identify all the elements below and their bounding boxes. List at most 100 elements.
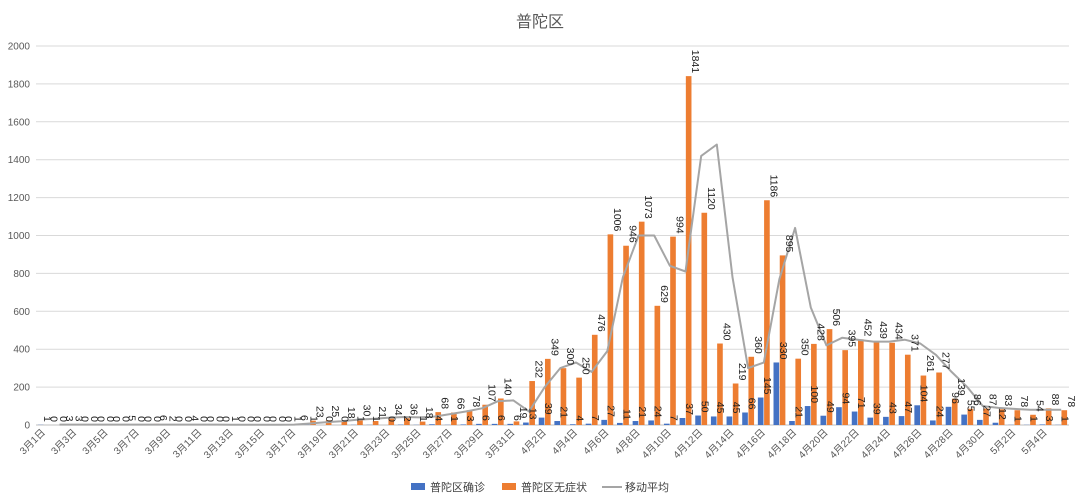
label-asymptomatic: 0 <box>204 416 216 422</box>
label-asymptomatic: 107 <box>486 384 498 402</box>
bar-confirmed <box>961 414 967 425</box>
y-tick-label: 200 <box>13 383 30 394</box>
label-asymptomatic: 452 <box>861 319 873 337</box>
bar-asymptomatic <box>544 358 551 425</box>
label-confirmed: 1 <box>292 416 304 422</box>
label-asymptomatic: 83 <box>1002 395 1014 407</box>
bar-confirmed <box>1039 424 1046 425</box>
label-asymptomatic: 430 <box>720 323 732 341</box>
bar-asymptomatic <box>920 375 927 425</box>
label-asymptomatic: 21 <box>376 406 388 418</box>
legend-swatch <box>411 483 425 490</box>
bar-asymptomatic <box>764 200 770 425</box>
label-confirmed: 1 <box>370 416 382 422</box>
x-tick-label: 4月20日 <box>796 427 830 461</box>
label-asymptomatic: 34 <box>392 404 404 416</box>
bar-asymptomatic <box>372 421 379 425</box>
y-tick-label: 1200 <box>8 193 31 204</box>
bar-confirmed <box>742 412 748 425</box>
label-asymptomatic: 19 <box>517 407 529 419</box>
label-confirmed: 104 <box>918 385 930 403</box>
label-confirmed: 0 <box>213 416 225 422</box>
bar-asymptomatic <box>904 354 911 425</box>
bar-confirmed <box>648 420 654 425</box>
bar-confirmed <box>789 421 795 425</box>
label-asymptomatic: 349 <box>548 338 560 356</box>
bar-confirmed <box>898 416 905 425</box>
label-confirmed: 0 <box>182 416 194 422</box>
label-confirmed: 24 <box>652 406 664 418</box>
label-asymptomatic: 261 <box>924 355 936 373</box>
bar-confirmed <box>726 416 733 425</box>
label-confirmed: 24 <box>933 406 945 418</box>
bar-asymptomatic <box>498 398 504 425</box>
label-confirmed: 43 <box>886 402 898 414</box>
label-confirmed: 39 <box>871 403 883 415</box>
label-confirmed: 0 <box>57 416 69 422</box>
x-tick-label: 4月28日 <box>921 427 955 461</box>
label-asymptomatic: 506 <box>830 309 842 327</box>
y-tick-label: 800 <box>13 269 30 280</box>
label-confirmed: 1 <box>41 416 53 422</box>
label-confirmed: 0 <box>119 416 131 422</box>
bar-asymptomatic <box>404 418 410 425</box>
label-asymptomatic: 0 <box>235 416 247 422</box>
label-asymptomatic: 1006 <box>611 208 623 232</box>
y-tick-label: 1000 <box>8 231 31 242</box>
label-asymptomatic: 54 <box>1033 400 1045 412</box>
label-asymptomatic: 23 <box>314 406 326 418</box>
data-labels: 1003300000050006200400001000000016123025… <box>41 50 1077 422</box>
bar-confirmed <box>804 406 811 425</box>
label-confirmed: 2 <box>401 416 413 422</box>
x-tick-label: 3月21日 <box>327 427 361 461</box>
label-confirmed: 3 <box>1043 416 1055 422</box>
bar-asymptomatic <box>936 372 942 425</box>
y-tick-label: 1800 <box>8 79 31 90</box>
label-confirmed: 0 <box>323 416 335 422</box>
bar-asymptomatic <box>889 342 895 425</box>
label-confirmed: 21 <box>636 406 648 418</box>
label-confirmed: 3 <box>464 416 476 422</box>
bar-asymptomatic <box>576 377 582 425</box>
label-asymptomatic: 6 <box>298 415 310 421</box>
label-asymptomatic: 1120 <box>705 187 717 210</box>
label-asymptomatic: 300 <box>564 348 576 366</box>
bar-confirmed <box>570 424 576 425</box>
bar-asymptomatic <box>842 350 848 425</box>
label-asymptomatic: 1841 <box>689 50 701 74</box>
bar-confirmed <box>523 422 529 425</box>
label-asymptomatic: 78 <box>470 396 482 408</box>
x-tick-label: 3月5日 <box>80 427 110 457</box>
label-asymptomatic: 476 <box>595 314 607 332</box>
label-confirmed: 49 <box>824 401 836 413</box>
label-asymptomatic: 4 <box>188 415 200 421</box>
x-tick-label: 3月15日 <box>233 427 267 461</box>
bar-asymptomatic <box>951 398 958 425</box>
label-asymptomatic: 895 <box>783 235 795 253</box>
label-asymptomatic: 371 <box>908 334 920 352</box>
bar-asymptomatic <box>529 381 535 425</box>
label-confirmed: 7 <box>589 415 601 421</box>
bar-asymptomatic <box>967 408 974 425</box>
label-confirmed: 1 <box>1027 416 1039 422</box>
x-tick-label: 4月26日 <box>890 427 924 461</box>
x-tick-label: 3月17日 <box>264 427 298 461</box>
bar-asymptomatic <box>1014 410 1021 425</box>
bar-asymptomatic <box>983 408 989 425</box>
bar-confirmed <box>616 422 623 425</box>
bar-confirmed <box>945 406 952 425</box>
bar-asymptomatic <box>591 334 598 425</box>
label-confirmed: 66 <box>746 398 758 410</box>
label-asymptomatic: 350 <box>799 338 811 356</box>
label-confirmed: 0 <box>339 416 351 422</box>
label-asymptomatic: 0 <box>94 416 106 422</box>
bar-confirmed <box>914 405 921 425</box>
bar-asymptomatic <box>654 305 661 425</box>
label-confirmed: 1 <box>354 416 366 422</box>
label-confirmed: 1 <box>229 416 241 422</box>
label-asymptomatic: 86 <box>971 394 983 406</box>
label-confirmed: 0 <box>276 416 288 422</box>
x-tick-label: 3月29日 <box>452 427 486 461</box>
bar-asymptomatic <box>560 368 567 425</box>
label-asymptomatic: 78 <box>1065 396 1077 408</box>
